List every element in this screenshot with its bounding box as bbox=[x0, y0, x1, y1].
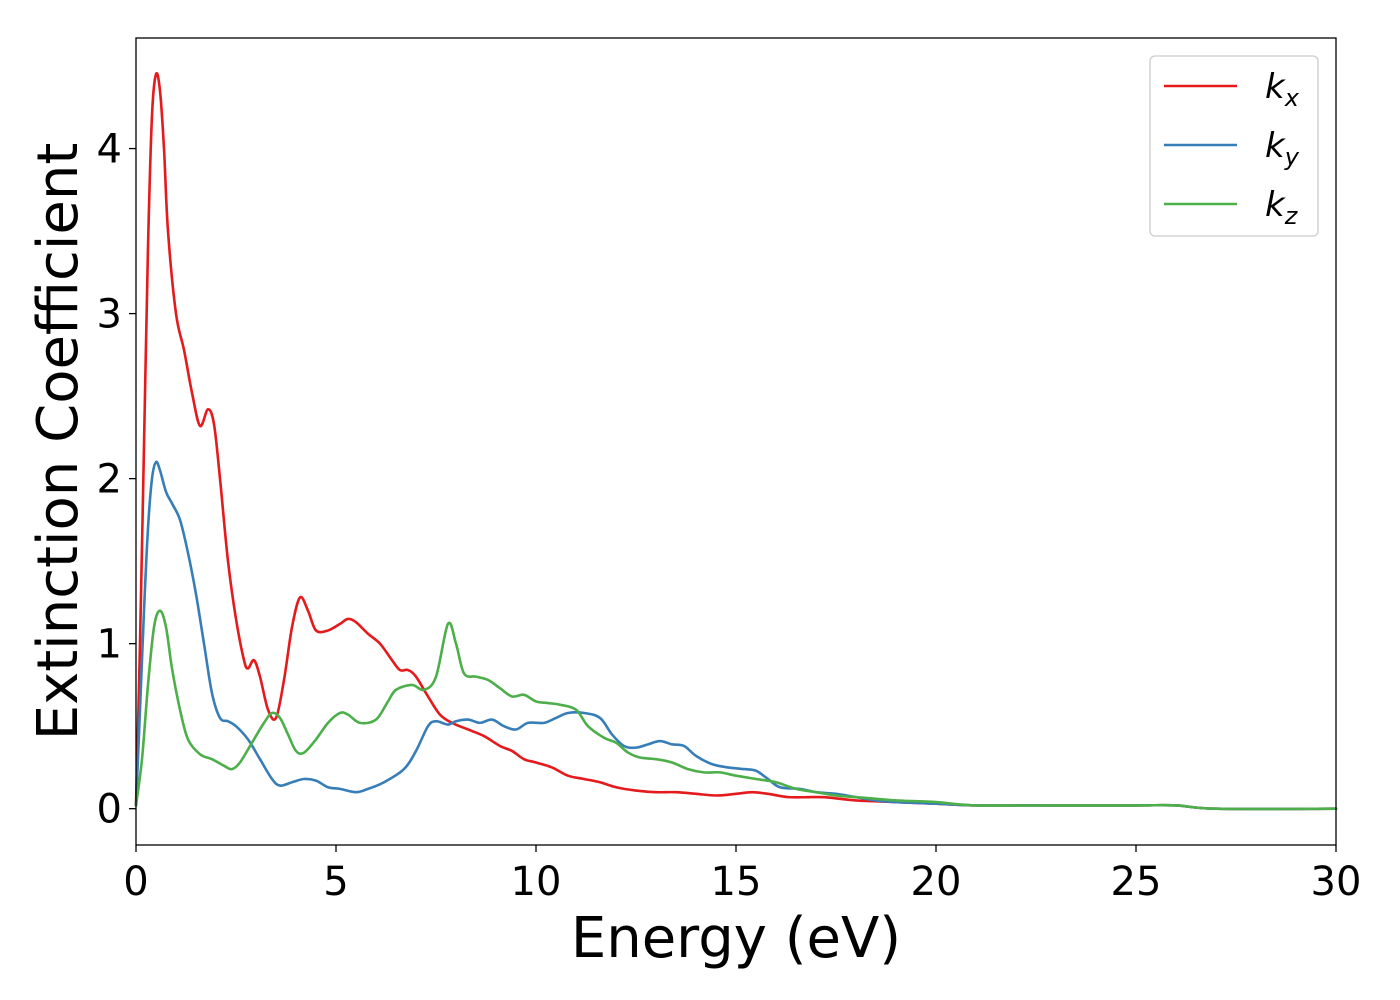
y-tick-label: 3 bbox=[97, 292, 122, 338]
x-tick-label: 0 bbox=[123, 859, 148, 905]
plot-frame bbox=[135, 37, 1337, 846]
y-tick-label: 2 bbox=[97, 457, 122, 503]
y-tick-label: 1 bbox=[97, 622, 122, 668]
y-axis-ticks: 0 1 2 3 4 bbox=[97, 127, 136, 833]
legend-label-subscript: z bbox=[1284, 202, 1299, 230]
x-tick-label: 20 bbox=[911, 859, 962, 905]
legend-label: ky bbox=[1265, 126, 1300, 171]
legend-label: kz bbox=[1265, 185, 1299, 230]
legend-label-base: k bbox=[1265, 126, 1286, 166]
y-tick-label: 0 bbox=[97, 787, 122, 833]
x-tick-label: 30 bbox=[1311, 859, 1362, 905]
x-axis-ticks: 0 5 10 15 20 25 30 bbox=[123, 845, 1361, 905]
x-tick-label: 15 bbox=[711, 859, 762, 905]
x-axis-title: Energy (eV) bbox=[571, 906, 901, 971]
y-axis-title: Extinction Coefficient bbox=[26, 143, 91, 741]
legend-label-subscript: y bbox=[1284, 143, 1300, 171]
series-line-kz bbox=[134, 609, 1338, 811]
legend-label: kx bbox=[1265, 67, 1300, 112]
legend-label-base: k bbox=[1265, 67, 1286, 107]
series-line-kx bbox=[134, 72, 1338, 811]
y-tick-label: 4 bbox=[97, 127, 122, 173]
x-tick-label: 25 bbox=[1111, 859, 1162, 905]
plot-area bbox=[136, 38, 1336, 845]
x-tick-label: 10 bbox=[511, 859, 562, 905]
legend-label-base: k bbox=[1265, 185, 1286, 225]
legend-label-subscript: x bbox=[1284, 84, 1300, 112]
x-tick-label: 5 bbox=[323, 859, 348, 905]
series-lines bbox=[134, 72, 1338, 811]
